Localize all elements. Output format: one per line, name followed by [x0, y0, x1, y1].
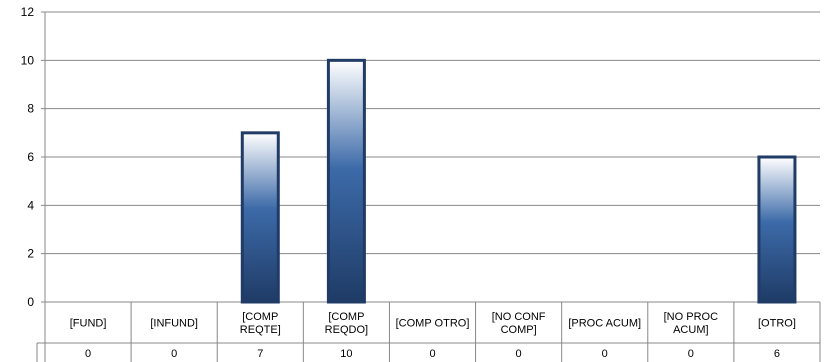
- category-label-line: [FUND]: [70, 318, 107, 330]
- category-label-line: [PROC ACUM]: [568, 318, 641, 330]
- table-value: 0: [688, 348, 694, 360]
- table-value: 0: [171, 348, 177, 360]
- y-tick-label: 8: [27, 102, 34, 116]
- bar: [326, 58, 366, 304]
- category-label: [COMP REQTE]: [240, 311, 281, 336]
- y-tick-label: 4: [27, 198, 34, 212]
- table-value: 0: [516, 348, 522, 360]
- category-label-line: [OTRO]: [758, 318, 796, 330]
- category-label: [COMP REQDO]: [325, 311, 368, 336]
- y-tick-label: 10: [21, 53, 35, 67]
- category-label-line: COMP]: [501, 324, 537, 336]
- table-value: 0: [602, 348, 608, 360]
- category-label-line: [NO PROC: [664, 311, 718, 323]
- category-label-line: REQTE]: [240, 324, 281, 336]
- category-label: [PROC ACUM]: [568, 318, 641, 330]
- category-label-line: [NO CONF: [492, 311, 546, 323]
- y-tick-label: 2: [27, 247, 34, 261]
- y-tick-label: 6: [27, 150, 34, 164]
- category-label-line: [COMP OTRO]: [396, 318, 470, 330]
- table-value: 0: [429, 348, 435, 360]
- category-label: [NO CONF COMP]: [492, 311, 546, 336]
- category-label-line: ACUM]: [673, 324, 708, 336]
- category-label-line: REQDO]: [325, 324, 368, 336]
- category-label: [COMP OTRO]: [396, 318, 470, 330]
- data-table: [FUND]0[INFUND]0[COMP REQTE]7[COMP REQDO]1…: [36, 302, 821, 362]
- category-label: [FUND]: [70, 318, 107, 330]
- y-tick-label: 12: [21, 5, 35, 19]
- bars: [240, 58, 797, 304]
- table-value: 10: [340, 348, 352, 360]
- grid-lines: [41, 11, 820, 303]
- table-value: 0: [85, 348, 91, 360]
- category-label-line: [INFUND]: [150, 318, 198, 330]
- y-tick-label: 0: [27, 295, 34, 309]
- category-label-line: [COMP: [242, 311, 278, 323]
- category-label: [NO PROC ACUM]: [664, 311, 718, 336]
- category-label: [OTRO]: [758, 318, 796, 330]
- table-value: 7: [257, 348, 263, 360]
- table-value: 6: [774, 348, 780, 360]
- y-axis-ticks: 0 2 4 6 8 10 12: [21, 5, 35, 309]
- category-label: [INFUND]: [150, 318, 198, 330]
- bar: [757, 155, 797, 304]
- category-label-line: [COMP: [328, 311, 364, 323]
- bar: [240, 131, 280, 304]
